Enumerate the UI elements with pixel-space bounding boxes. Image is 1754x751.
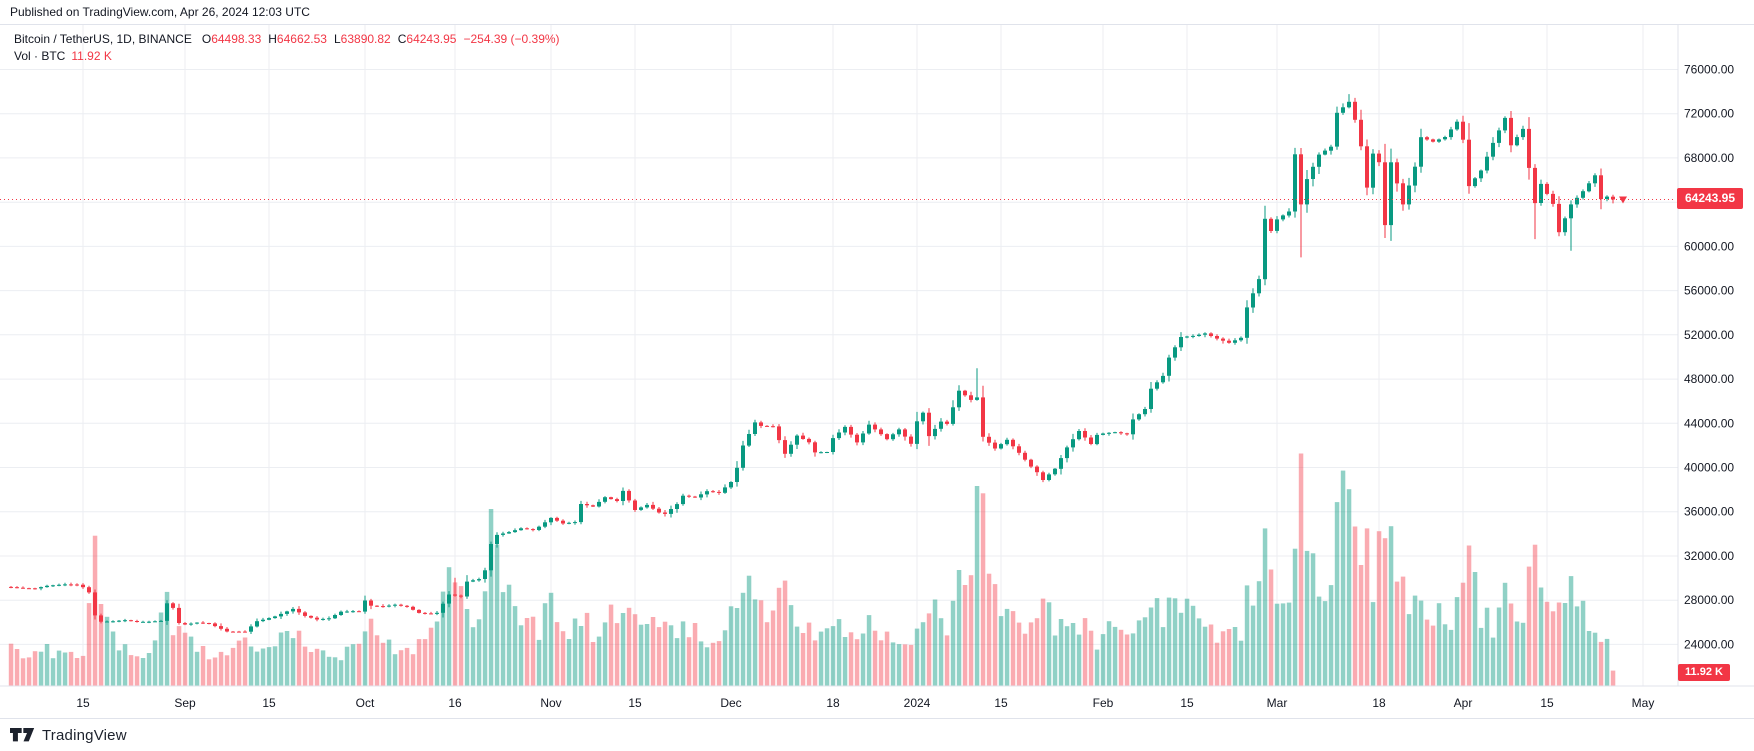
- last-price-badge: 64243.95: [1677, 188, 1743, 209]
- volume-layer: [8, 453, 1616, 686]
- svg-text:15: 15: [1540, 696, 1554, 710]
- volume-label: Vol · BTC: [14, 49, 66, 63]
- svg-text:48000.00: 48000.00: [1684, 372, 1734, 386]
- svg-text:Dec: Dec: [720, 696, 741, 710]
- tradingview-logo-icon[interactable]: [10, 727, 35, 744]
- svg-text:36000.00: 36000.00: [1684, 505, 1734, 519]
- symbol-title: Bitcoin / TetherUS, 1D, BINANCE: [14, 32, 192, 46]
- tradingview-logo-text[interactable]: TradingView: [42, 726, 127, 744]
- footer-bar: TradingView: [0, 718, 1754, 751]
- candles-layer: [9, 94, 1615, 634]
- svg-text:72000.00: 72000.00: [1684, 107, 1734, 121]
- svg-text:24000.00: 24000.00: [1684, 637, 1734, 651]
- svg-text:15: 15: [262, 696, 276, 710]
- high-value: H64662.53: [268, 32, 327, 46]
- svg-text:15: 15: [994, 696, 1008, 710]
- time-axis[interactable]: 15 Sep 15 Oct 16 Nov 15 Dec 18 2024 15 Feb 15 Mar 18 Ap…: [0, 685, 1754, 710]
- svg-text:16: 16: [448, 696, 462, 710]
- grid-layer: [0, 25, 1678, 686]
- svg-text:15: 15: [1180, 696, 1194, 710]
- change-value: −254.39 (−0.39%): [463, 32, 560, 46]
- svg-text:May: May: [1632, 696, 1655, 710]
- svg-text:60000.00: 60000.00: [1684, 239, 1734, 253]
- svg-text:15: 15: [76, 696, 90, 710]
- svg-text:Oct: Oct: [356, 696, 375, 710]
- svg-text:40000.00: 40000.00: [1684, 461, 1734, 475]
- price-direction-arrow: [1619, 196, 1627, 204]
- volume-value: 11.92 K: [71, 49, 112, 63]
- svg-text:Nov: Nov: [540, 696, 561, 710]
- svg-text:Mar: Mar: [1267, 696, 1288, 710]
- svg-text:52000.00: 52000.00: [1684, 328, 1734, 342]
- low-value: L63890.82: [333, 32, 391, 46]
- svg-text:Sep: Sep: [174, 696, 196, 710]
- svg-text:28000.00: 28000.00: [1684, 593, 1734, 607]
- svg-text:68000.00: 68000.00: [1684, 151, 1734, 165]
- open-value: O64498.33: [201, 32, 262, 46]
- last-volume-badge: 11.92 K: [1678, 664, 1730, 681]
- svg-text:44000.00: 44000.00: [1684, 416, 1734, 430]
- close-value: C64243.95: [397, 32, 457, 46]
- svg-text:18: 18: [826, 696, 840, 710]
- svg-text:18: 18: [1372, 696, 1386, 710]
- svg-text:Apr: Apr: [1454, 696, 1473, 710]
- published-caption: Published on TradingView.com, Apr 26, 20…: [0, 0, 1754, 25]
- svg-text:56000.00: 56000.00: [1684, 284, 1734, 298]
- price-line-layer: [0, 196, 1674, 204]
- chart-legend: Bitcoin / TetherUS, 1D, BINANCE O64498.33…: [14, 31, 560, 65]
- price-axis[interactable]: 76000.0072000.0068000.0064000.0060000.00…: [1677, 25, 1734, 686]
- svg-text:2024: 2024: [904, 696, 931, 710]
- svg-text:32000.00: 32000.00: [1684, 549, 1734, 563]
- svg-text:76000.00: 76000.00: [1684, 63, 1734, 77]
- svg-text:15: 15: [628, 696, 642, 710]
- svg-text:Feb: Feb: [1093, 696, 1114, 710]
